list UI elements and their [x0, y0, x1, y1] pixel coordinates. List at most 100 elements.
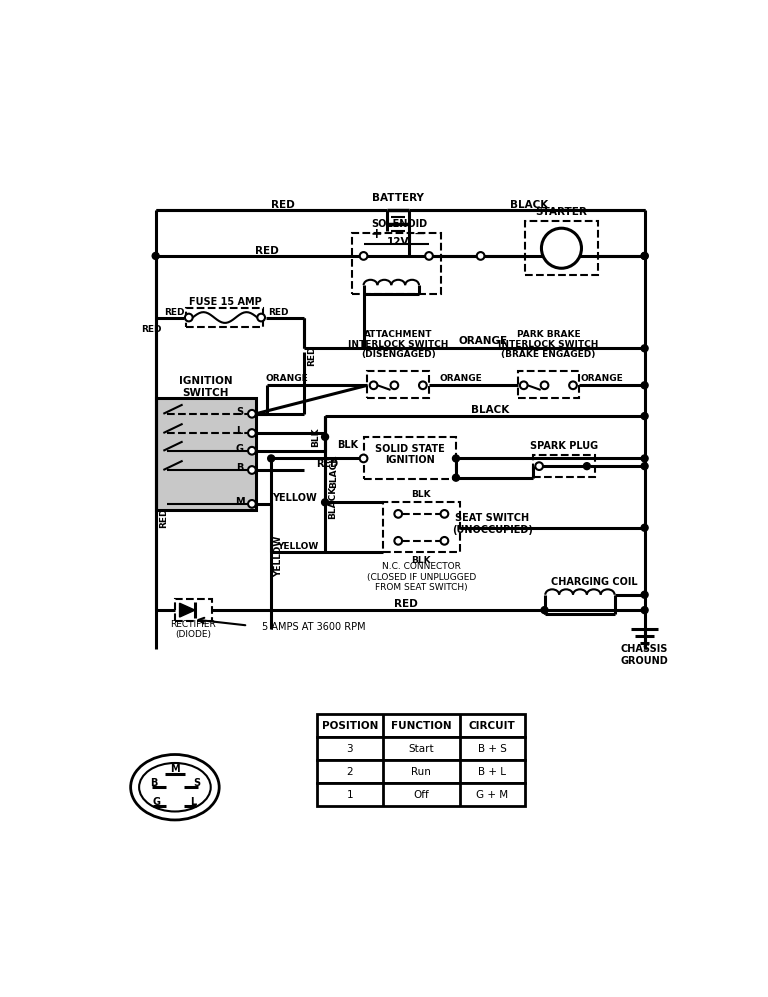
Circle shape [185, 314, 193, 321]
Bar [525, 221, 598, 275]
Text: +: + [371, 226, 382, 240]
Text: L: L [237, 427, 243, 437]
Circle shape [359, 455, 367, 463]
Text: Run: Run [412, 767, 432, 777]
Circle shape [441, 537, 449, 544]
Circle shape [641, 382, 648, 389]
Circle shape [641, 252, 648, 259]
Text: BLK: BLK [412, 555, 431, 564]
Circle shape [248, 410, 256, 418]
Text: BLACK: BLACK [510, 200, 548, 210]
Bar [175, 599, 212, 621]
Text: RED: RED [394, 599, 418, 609]
Text: B + L: B + L [478, 767, 506, 777]
Text: RED: RED [141, 325, 162, 334]
Text: PARK BRAKE
INTERLOCK SWITCH
(BRAKE ENGAGED): PARK BRAKE INTERLOCK SWITCH (BRAKE ENGAG… [498, 330, 598, 359]
Text: BLK: BLK [311, 427, 320, 447]
Text: SOLENOID: SOLENOID [372, 218, 428, 228]
Circle shape [641, 591, 648, 598]
Text: G: G [236, 445, 243, 455]
Text: 3: 3 [346, 744, 353, 754]
Text: S: S [193, 779, 200, 789]
Text: B: B [236, 464, 243, 474]
Ellipse shape [139, 763, 210, 812]
Circle shape [641, 345, 648, 352]
Circle shape [641, 455, 648, 462]
Bar [187, 308, 263, 327]
Circle shape [248, 500, 256, 507]
Circle shape [248, 429, 256, 437]
Bar [317, 714, 525, 737]
Text: BLK: BLK [412, 491, 431, 499]
Circle shape [477, 252, 485, 260]
Circle shape [535, 463, 543, 470]
Bar [317, 737, 525, 761]
Circle shape [641, 463, 648, 470]
Circle shape [452, 455, 459, 462]
Text: RED: RED [269, 308, 289, 317]
Text: BLACK: BLACK [472, 405, 510, 415]
Text: YELLOW: YELLOW [274, 535, 283, 577]
Text: ORANGE: ORANGE [265, 374, 308, 383]
Text: Start: Start [409, 744, 434, 754]
Circle shape [390, 382, 399, 389]
Circle shape [641, 252, 648, 259]
Text: STARTER: STARTER [535, 207, 588, 217]
Bar [518, 372, 579, 399]
Text: IGNITION
SWITCH: IGNITION SWITCH [179, 376, 233, 398]
Circle shape [268, 455, 275, 462]
Text: ORANGE: ORANGE [458, 336, 508, 346]
Text: −: − [414, 226, 425, 240]
Text: 12V: 12V [387, 237, 409, 247]
Circle shape [369, 382, 377, 389]
Circle shape [441, 510, 449, 517]
Text: YELLOW: YELLOW [277, 541, 319, 550]
Circle shape [541, 228, 581, 268]
Text: BLACK: BLACK [328, 486, 337, 519]
Text: RED: RED [256, 245, 280, 255]
Text: S: S [236, 407, 243, 417]
Text: Off: Off [413, 790, 429, 800]
Text: ATTACHMENT
INTERLOCK SWITCH
(DISENGAGED): ATTACHMENT INTERLOCK SWITCH (DISENGAGED) [348, 330, 449, 359]
Circle shape [395, 510, 402, 517]
Text: RED: RED [307, 346, 316, 366]
Text: POSITION: POSITION [322, 721, 378, 731]
Text: BLK: BLK [338, 440, 359, 450]
Circle shape [541, 606, 548, 613]
Text: B: B [150, 779, 157, 789]
Bar [352, 233, 441, 294]
Circle shape [152, 252, 159, 259]
Text: SEAT SWITCH
(UNOCCUPIED): SEAT SWITCH (UNOCCUPIED) [452, 513, 532, 534]
Text: M: M [235, 498, 244, 507]
Text: G: G [152, 797, 161, 807]
Circle shape [641, 524, 648, 531]
Circle shape [322, 434, 329, 441]
Text: 5 AMPS AT 3600 RPM: 5 AMPS AT 3600 RPM [262, 622, 366, 632]
Text: CIRCUIT: CIRCUIT [468, 721, 515, 731]
Bar [156, 399, 256, 510]
Text: 1: 1 [346, 790, 353, 800]
Circle shape [257, 314, 265, 321]
Text: S: S [554, 238, 568, 258]
Text: CHARGING COIL: CHARGING COIL [551, 576, 638, 586]
Text: BLACK: BLACK [329, 455, 338, 489]
Text: ORANGE: ORANGE [440, 374, 483, 383]
Text: N.C. CONNECTOR
(CLOSED IF UNPLUGGED
FROM SEAT SWITCH): N.C. CONNECTOR (CLOSED IF UNPLUGGED FROM… [366, 562, 476, 592]
Bar [367, 372, 429, 399]
Circle shape [584, 463, 591, 470]
Circle shape [322, 498, 329, 505]
Circle shape [520, 382, 528, 389]
Circle shape [641, 606, 648, 613]
Text: FUSE 15 AMP: FUSE 15 AMP [189, 297, 261, 307]
Text: FUNCTION: FUNCTION [391, 721, 452, 731]
Text: RED: RED [159, 507, 167, 528]
Bar [317, 761, 525, 784]
Text: YELLOW: YELLOW [272, 493, 316, 502]
Text: RECTIFIER
(DIODE): RECTIFIER (DIODE) [170, 620, 217, 639]
Circle shape [425, 252, 433, 260]
Circle shape [359, 252, 367, 260]
Text: B + S: B + S [478, 744, 507, 754]
Text: RED: RED [271, 200, 295, 210]
Circle shape [419, 382, 427, 389]
Bar [317, 784, 525, 807]
